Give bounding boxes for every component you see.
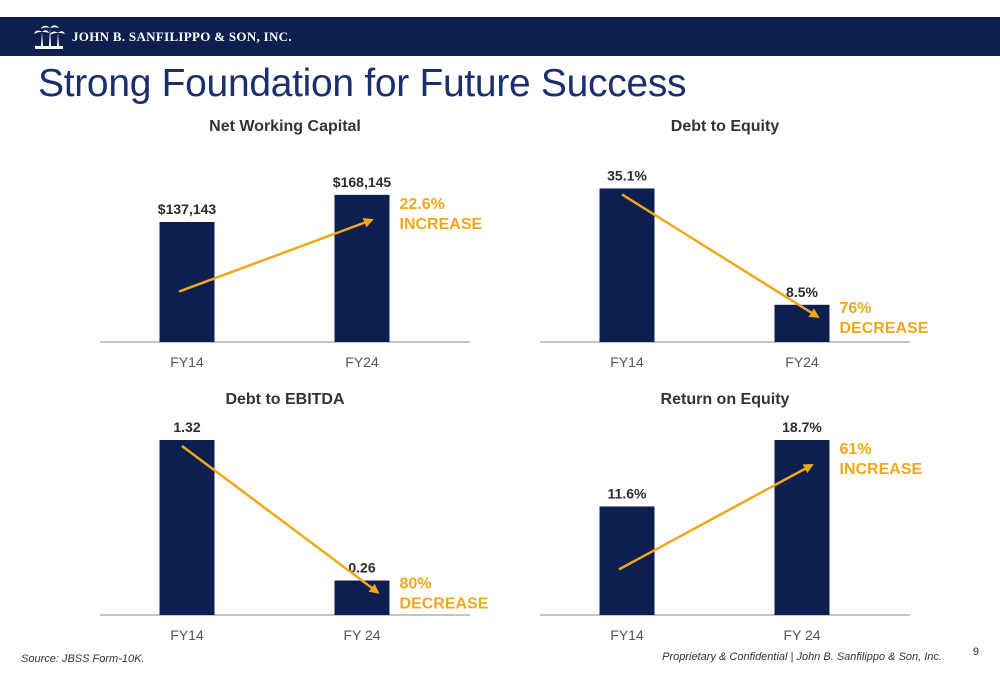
trend-arrow bbox=[181, 444, 380, 594]
page-title: Strong Foundation for Future Success bbox=[38, 62, 687, 105]
change-annotation: 61% bbox=[840, 441, 872, 458]
data-label: 35.1% bbox=[607, 167, 647, 183]
bar-fy14 bbox=[599, 188, 655, 342]
change-annotation: INCREASE bbox=[400, 216, 483, 233]
change-annotation: 76% bbox=[840, 300, 872, 317]
chart-debt-to-ebitda: Debt to EBITDA 1.32 FY14 0.26 FY 24 80% DECREA… bbox=[90, 388, 490, 653]
bar-fy24 bbox=[334, 580, 390, 615]
trend-arrow bbox=[178, 217, 374, 293]
data-label: 8.5% bbox=[786, 284, 818, 300]
x-tick-label: FY 24 bbox=[783, 627, 820, 643]
chart-return-on-equity: Return on Equity 11.6% FY14 18.7% FY 24 61% IN… bbox=[530, 388, 930, 653]
x-tick-label: FY14 bbox=[610, 627, 644, 643]
bar-fy14 bbox=[159, 440, 215, 615]
chart-debt-to-equity: Debt to Equity 35.1% FY14 8.5% FY24 76% DECREA… bbox=[530, 115, 930, 380]
bar-fy24 bbox=[774, 440, 830, 615]
chart-1-svg: Debt to Equity 35.1% FY14 8.5% FY24 76% DECREA… bbox=[540, 118, 929, 370]
company-name: JOHN B. SANFILIPPO & SON, INC. bbox=[72, 29, 292, 44]
source-note: Source: JBSS Form-10K. bbox=[21, 653, 145, 665]
data-label: 18.7% bbox=[782, 419, 822, 435]
bar-fy24 bbox=[334, 194, 390, 342]
chart-title: Net Working Capital bbox=[209, 118, 361, 135]
bar-fy24 bbox=[774, 304, 830, 342]
data-label: 11.6% bbox=[608, 485, 647, 501]
x-tick-label: FY 24 bbox=[343, 627, 380, 643]
bar-fy14 bbox=[599, 506, 655, 615]
x-tick-label: FY24 bbox=[785, 354, 819, 370]
chart-0-svg: Net Working Capital $137,143 FY14 $168,145 F… bbox=[100, 118, 483, 370]
change-annotation: 22.6% bbox=[400, 196, 445, 213]
trend-arrow bbox=[618, 463, 814, 571]
data-label: $137,143 bbox=[158, 201, 217, 217]
chart-3-svg: Return on Equity 11.6% FY14 18.7% FY 24 61% IN… bbox=[540, 391, 923, 643]
x-tick-label: FY14 bbox=[610, 354, 644, 370]
header-bar: JOHN B. SANFILIPPO & SON, INC. bbox=[0, 17, 1000, 56]
x-tick-label: FY14 bbox=[170, 627, 204, 643]
x-tick-label: FY14 bbox=[170, 354, 204, 370]
chart-title: Debt to EBITDA bbox=[225, 391, 345, 408]
data-label: 0.26 bbox=[348, 560, 375, 576]
chart-title: Debt to Equity bbox=[671, 118, 780, 135]
change-annotation: INCREASE bbox=[840, 461, 923, 478]
confidential-note: Proprietary & Confidential | John B. San… bbox=[662, 651, 942, 663]
data-label: 1.32 bbox=[173, 419, 200, 435]
x-tick-label: FY24 bbox=[345, 354, 379, 370]
change-annotation: 80% bbox=[400, 576, 432, 593]
trend-arrow bbox=[621, 193, 820, 318]
change-annotation: DECREASE bbox=[400, 596, 489, 613]
change-annotation: DECREASE bbox=[840, 320, 929, 337]
chart-title: Return on Equity bbox=[661, 391, 790, 408]
page-number: 9 bbox=[972, 646, 979, 658]
data-label: $168,145 bbox=[333, 174, 392, 190]
chart-net-working-capital: Net Working Capital $137,143 FY14 $168,145 F… bbox=[90, 115, 490, 380]
palm-trees-logo-icon bbox=[32, 21, 66, 51]
chart-2-svg: Debt to EBITDA 1.32 FY14 0.26 FY 24 80% DECREA… bbox=[100, 391, 489, 643]
